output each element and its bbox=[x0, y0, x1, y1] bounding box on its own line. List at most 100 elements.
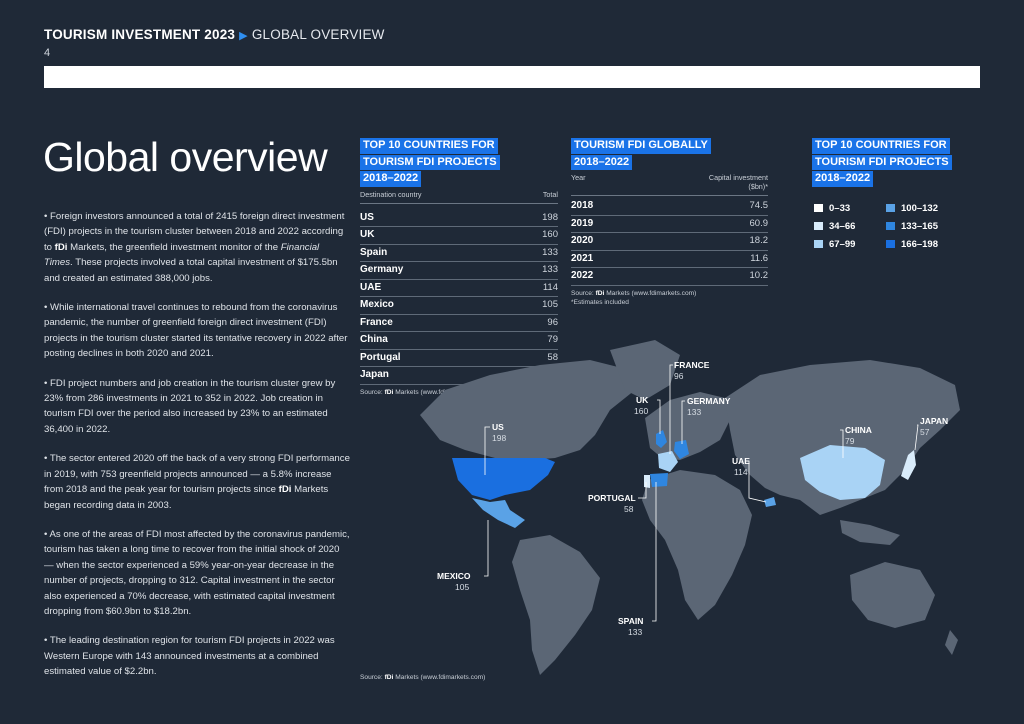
legend-swatch bbox=[814, 204, 823, 212]
australia-shape bbox=[850, 562, 935, 628]
capital-investment: 18.2 bbox=[749, 235, 769, 246]
project-total: 114 bbox=[542, 281, 558, 293]
header-banner bbox=[44, 66, 980, 88]
project-total: 79 bbox=[547, 334, 558, 345]
label-japan-value: 57 bbox=[920, 427, 930, 437]
map-leader-lines bbox=[484, 364, 919, 622]
map-country-uae[interactable] bbox=[764, 497, 776, 507]
year: 2020 bbox=[571, 235, 594, 246]
paragraph-3: • FDI project numbers and job creation i… bbox=[44, 377, 336, 435]
asia-shape bbox=[725, 360, 960, 515]
country-name: Japan bbox=[360, 369, 389, 380]
map-source: Source: fDi Markets (www.fdimarkets.com) bbox=[360, 674, 486, 681]
leader-portugal bbox=[638, 482, 647, 499]
label-uk-name: UK bbox=[636, 395, 649, 405]
table-row: Mexico 105 bbox=[360, 297, 558, 315]
africa-shape bbox=[642, 470, 752, 620]
map-country-spain[interactable] bbox=[650, 473, 668, 487]
leader-us bbox=[484, 426, 490, 475]
legend-label: 166–198 bbox=[901, 238, 938, 250]
label-us-value: 198 bbox=[492, 433, 506, 443]
label-france-name: FRANCE bbox=[674, 360, 710, 370]
leader-uk bbox=[657, 399, 661, 434]
new-zealand-shape bbox=[945, 630, 958, 655]
label-germany-value: 133 bbox=[687, 407, 701, 417]
country-name: US bbox=[360, 211, 374, 223]
article-body: • Foreign investors announced a total of… bbox=[44, 209, 350, 694]
column-header-country: Destination country bbox=[360, 189, 422, 199]
map-country-germany[interactable] bbox=[674, 440, 689, 459]
legend-swatch bbox=[886, 222, 895, 230]
map-labels: US 198 MEXICO 105 UK 160 FRANCE 96 GERMA… bbox=[437, 360, 948, 637]
table2-heading-line2: 2018–2022 bbox=[571, 154, 633, 170]
legend-item: 67–99 bbox=[814, 239, 886, 250]
label-china-value: 79 bbox=[845, 436, 855, 446]
report-title: TOURISM INVESTMENT 2023 bbox=[44, 27, 236, 42]
paragraph-2: • While international travel continues t… bbox=[44, 302, 348, 360]
paragraph-4: • The sector entered 2020 off the back o… bbox=[44, 453, 350, 511]
project-total: 133 bbox=[542, 264, 558, 275]
table-row: Germany 133 bbox=[360, 262, 558, 280]
table2-column-headers: Year Capital investment ($bn)* bbox=[571, 173, 768, 196]
table2-source: Source: fDi Markets (www.fdimarkets.com)… bbox=[571, 289, 697, 306]
legend-label: 0–33 bbox=[829, 202, 851, 214]
section-name: GLOBAL OVERVIEW bbox=[251, 27, 385, 42]
table-row: Portugal 58 bbox=[360, 350, 558, 367]
table-row: Spain 133 bbox=[360, 245, 558, 262]
label-france-value: 96 bbox=[674, 371, 684, 381]
paragraph-6: • The leading destination region for tou… bbox=[44, 635, 335, 678]
leader-uae bbox=[745, 460, 767, 503]
legend-heading-line2: TOURISM FDI PROJECTS bbox=[812, 154, 952, 170]
map-country-us[interactable] bbox=[452, 458, 555, 500]
label-germany-name: GERMANY bbox=[687, 396, 731, 406]
world-landmass bbox=[420, 340, 960, 675]
year: 2019 bbox=[571, 217, 594, 229]
country-name: France bbox=[360, 316, 393, 328]
page-number: 4 bbox=[44, 47, 51, 59]
map-country-japan[interactable] bbox=[901, 450, 916, 480]
project-total: 58 bbox=[547, 351, 558, 363]
map-country-uk[interactable] bbox=[656, 430, 667, 448]
label-spain-value: 133 bbox=[628, 627, 642, 637]
table1-rows: US 198 UK 160 Spain 133 Germany 133 UAE 114 Mexico… bbox=[360, 210, 558, 385]
table-row: 2018 74.5 bbox=[571, 198, 768, 216]
legend-swatch bbox=[886, 204, 895, 212]
country-name: China bbox=[360, 334, 388, 345]
capital-investment: 74.5 bbox=[749, 200, 769, 211]
column-header-capital: Capital investment ($bn)* bbox=[708, 173, 768, 191]
project-total: 105 bbox=[542, 299, 558, 310]
table-row: China 79 bbox=[360, 332, 558, 350]
leader-germany bbox=[681, 400, 685, 444]
country-name: UK bbox=[360, 229, 375, 240]
legend-item: 0–33 bbox=[814, 203, 886, 214]
leader-spain bbox=[652, 482, 657, 622]
map-legend: TOP 10 COUNTRIES FOR TOURISM FDI PROJECT… bbox=[812, 138, 982, 250]
legend-label: 100–132 bbox=[901, 202, 938, 214]
year: 2018 bbox=[571, 200, 594, 211]
map-country-portugal[interactable] bbox=[644, 475, 650, 488]
country-name: Mexico bbox=[360, 299, 394, 310]
country-name: Spain bbox=[360, 246, 388, 258]
label-japan-name: JAPAN bbox=[920, 416, 948, 426]
table-row: UK 160 bbox=[360, 227, 558, 245]
country-name: Portugal bbox=[360, 351, 401, 363]
capital-investment: 10.2 bbox=[749, 270, 769, 281]
southeast-asia-shape bbox=[840, 520, 900, 545]
label-china-name: CHINA bbox=[845, 425, 872, 435]
table-row: 2021 11.6 bbox=[571, 251, 768, 268]
map-country-mexico[interactable] bbox=[472, 498, 525, 528]
map-country-china[interactable] bbox=[800, 445, 885, 500]
year: 2021 bbox=[571, 252, 594, 264]
country-name: UAE bbox=[360, 281, 382, 293]
paragraph-1: • Foreign investors announced a total of… bbox=[44, 211, 345, 284]
label-uae-name: UAE bbox=[732, 456, 750, 466]
table-row: 2019 60.9 bbox=[571, 216, 768, 233]
table1-source: Source: fDi Markets (www.fdimarkets.com) bbox=[360, 388, 486, 396]
map-country-france[interactable] bbox=[658, 451, 678, 472]
greenland-shape bbox=[610, 340, 680, 400]
top-countries-table: TOP 10 COUNTRIES FOR TOURISM FDI PROJECT… bbox=[360, 138, 558, 397]
legend-item: 34–66 bbox=[814, 221, 886, 232]
project-total: 160 bbox=[542, 229, 558, 240]
legend-swatch bbox=[886, 240, 895, 248]
table-row: 2020 18.2 bbox=[571, 233, 768, 251]
